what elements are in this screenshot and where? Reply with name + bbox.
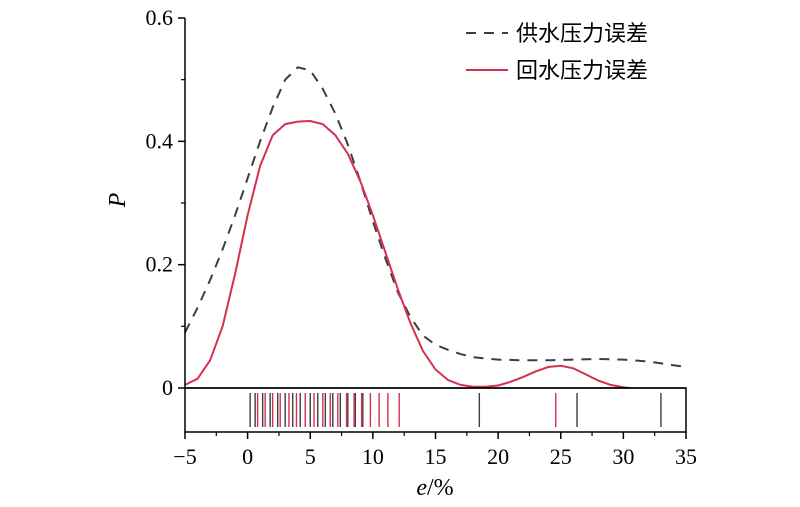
series-layer [184,66,687,389]
x-tick-label: 30 [612,444,634,469]
rug-layer [249,393,662,427]
y-tick-label: 0.4 [146,128,174,153]
x-tick-label: 20 [487,444,509,469]
legend-label-return: 回水压力误差 [516,59,648,84]
series-line-0 [184,66,687,368]
legend-label-supply: 供水压力误差 [516,22,648,47]
x-tick-label: 35 [675,444,697,469]
y-tick-label: 0.6 [146,5,174,30]
x-axis-variable: e [416,475,427,501]
x-tick-label: 10 [362,444,384,469]
x-tick-label: −5 [173,444,196,469]
legend-item-supply: 供水压力误差 [466,22,648,47]
y-ticks: 0 0.2 0.4 0.6 [146,5,185,400]
x-tick-label: 0 [242,444,253,469]
y-axis-title: P [105,192,131,208]
rug-frame [184,387,687,433]
x-ticks: −5 0 5 10 15 20 25 30 35 [173,432,697,469]
x-axis-unit: /% [427,475,454,501]
plot-area [184,18,687,433]
x-tick-label: 5 [305,444,316,469]
legend: 供水压力误差 回水压力误差 [466,22,648,84]
x-tick-label: 15 [425,444,447,469]
x-tick-label: 25 [550,444,572,469]
x-axis-title: e/% [416,475,453,501]
y-tick-label: 0 [162,375,173,400]
series-line-1 [184,119,630,389]
y-tick-label: 0.2 [146,252,174,277]
legend-item-return: 回水压力误差 [466,59,648,84]
